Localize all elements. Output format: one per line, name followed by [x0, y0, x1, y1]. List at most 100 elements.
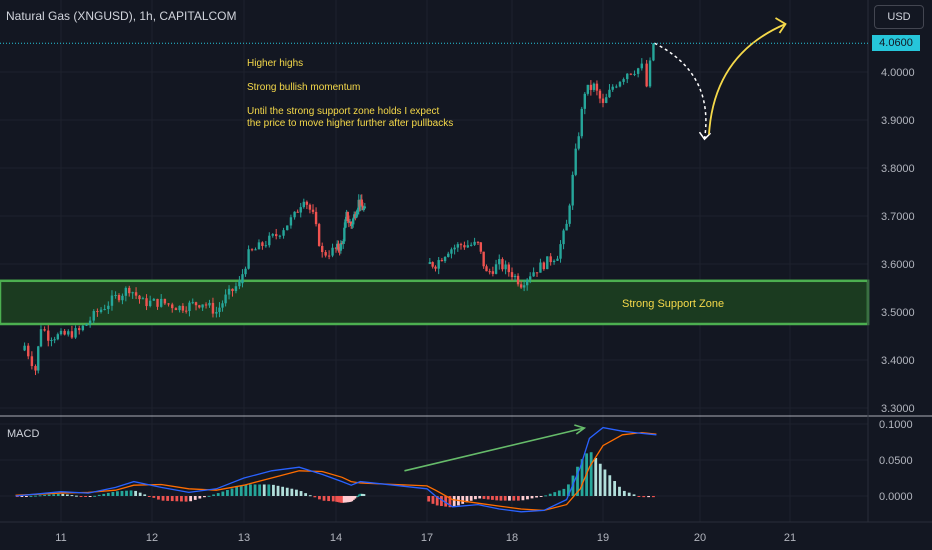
macd-histogram-bar: [508, 496, 511, 501]
candle-body: [498, 259, 501, 265]
macd-histogram-bar: [627, 492, 631, 496]
macd-histogram-bar: [632, 494, 636, 496]
macd-histogram-bar: [47, 494, 51, 496]
candle-body: [360, 199, 363, 206]
candle-body: [327, 255, 331, 257]
candle-body: [50, 340, 53, 342]
candle-body: [221, 303, 224, 308]
candle-body: [194, 302, 198, 306]
macd-histogram-bar: [52, 494, 56, 496]
candle-body: [53, 339, 56, 341]
macd-histogram-bar: [338, 496, 342, 503]
macd-histogram-bar: [427, 496, 431, 502]
macd-histogram-bar: [207, 495, 211, 497]
candle-body: [317, 224, 321, 246]
macd-histogram-bar: [318, 496, 321, 500]
candle-body: [208, 302, 211, 306]
macd-histogram-bar: [152, 496, 156, 498]
macd-plot: [15, 424, 657, 513]
candle-body: [204, 304, 208, 306]
candle-body: [562, 230, 565, 245]
candle-body: [56, 334, 60, 340]
candle-body: [522, 285, 526, 288]
candle-body: [615, 86, 618, 88]
candle-body: [431, 262, 434, 267]
macd-histogram-bar: [435, 496, 439, 506]
candle-body: [289, 217, 293, 226]
macd-histogram-bar: [239, 485, 243, 496]
candle-body: [437, 260, 440, 269]
candle-body: [224, 294, 227, 304]
candle-body: [466, 245, 469, 248]
candle-body: [470, 244, 473, 246]
macd-histogram-bar: [166, 496, 170, 501]
price-tick-label: 3.8000: [881, 163, 915, 175]
macd-histogram-bar: [535, 496, 538, 498]
candle-body: [510, 272, 514, 278]
candle-body: [580, 108, 583, 137]
time-tick-label: 14: [330, 532, 342, 544]
candle-body: [211, 302, 215, 314]
macd-histogram-bar: [642, 496, 646, 498]
candle-series: [23, 42, 655, 376]
macd-histogram-bar: [345, 496, 349, 503]
candle-body: [362, 208, 366, 211]
candle-body: [174, 308, 178, 311]
candle-body: [598, 90, 602, 99]
candle-body: [350, 224, 354, 226]
continuation-arrowhead: [775, 17, 787, 34]
currency-button[interactable]: USD: [874, 5, 924, 29]
candle-body: [356, 209, 359, 215]
candle-body: [504, 264, 507, 270]
macd-histogram-bar: [478, 496, 482, 499]
divergence-arrowhead: [574, 424, 587, 435]
candle-body: [234, 286, 238, 292]
candle-body: [331, 247, 334, 256]
candle-body: [349, 221, 353, 226]
macd-histogram-bar: [56, 493, 60, 496]
macd-histogram-bar: [129, 490, 133, 496]
macd-histogram-bar: [557, 490, 561, 496]
macd-histogram-bar: [448, 496, 452, 508]
candle-body: [463, 245, 466, 248]
candle-body: [34, 366, 37, 371]
macd-histogram-bar: [348, 496, 352, 502]
macd-histogram-bar: [212, 494, 216, 496]
candle-body: [47, 330, 50, 341]
macd-histogram-bar: [65, 494, 69, 496]
candle-body: [121, 295, 124, 301]
candle-body: [218, 307, 221, 313]
candle-body: [552, 260, 556, 263]
macd-histogram-bar: [637, 496, 641, 497]
macd-histogram-bar: [180, 496, 183, 502]
macd-histogram-bar: [342, 496, 346, 503]
macd-histogram-bar: [267, 484, 271, 496]
time-tick-label: 11: [55, 532, 66, 544]
candle-body: [519, 284, 523, 288]
candle-body: [346, 211, 349, 222]
candle-body: [74, 328, 77, 338]
macd-histogram-bar: [88, 496, 92, 497]
pullback-arrowhead: [698, 131, 712, 141]
candle-body: [626, 73, 629, 80]
macd-histogram-bar: [461, 496, 465, 504]
candle-body: [299, 207, 302, 213]
candle-body: [592, 83, 596, 90]
candle-body: [479, 242, 483, 252]
macd-histogram-bar: [198, 496, 202, 499]
macd-histogram-bar: [589, 452, 593, 496]
macd-histogram-bar: [486, 496, 490, 500]
macd-histogram-bar: [567, 484, 570, 496]
candle-body: [238, 280, 241, 287]
macd-histogram-bar: [38, 495, 42, 497]
macd-histogram-bar: [106, 492, 110, 496]
candle-body: [571, 174, 574, 206]
candle-body: [99, 309, 103, 313]
macd-histogram-bar: [350, 496, 354, 502]
macd-histogram-bar: [351, 496, 355, 500]
price-tick-label: 3.4000: [881, 355, 915, 367]
macd-histogram-bar: [75, 495, 78, 497]
macd-histogram-bar: [25, 496, 28, 497]
candle-body: [107, 305, 110, 310]
